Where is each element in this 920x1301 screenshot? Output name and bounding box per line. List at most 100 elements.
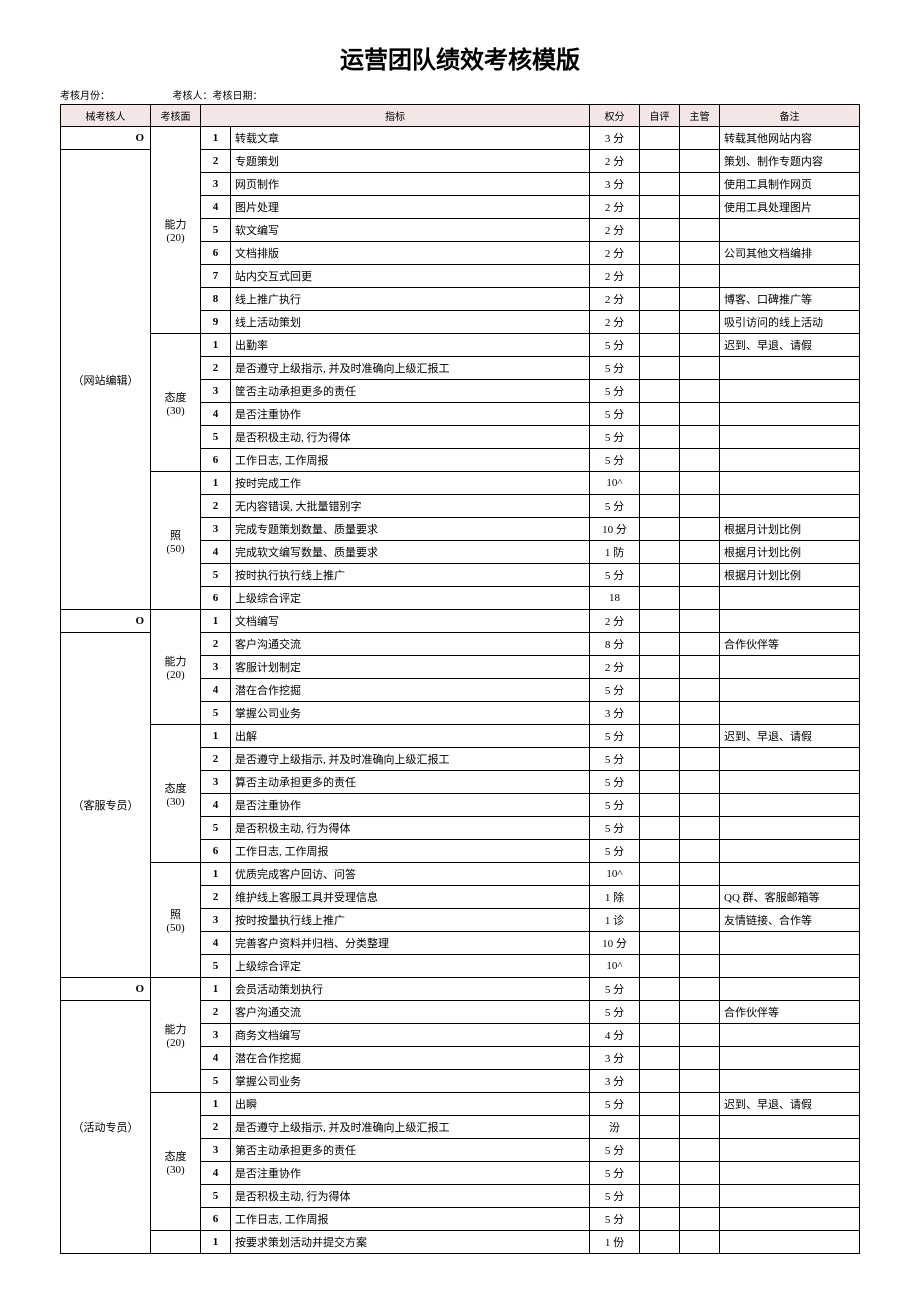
super-score[interactable] [680,357,720,380]
self-score[interactable] [640,1231,680,1254]
self-score[interactable] [640,518,680,541]
self-score[interactable] [640,1001,680,1024]
self-score[interactable] [640,564,680,587]
super-score[interactable] [680,150,720,173]
super-score[interactable] [680,564,720,587]
super-score[interactable] [680,725,720,748]
super-score[interactable] [680,1116,720,1139]
self-score[interactable] [640,1024,680,1047]
self-score[interactable] [640,725,680,748]
self-score[interactable] [640,817,680,840]
self-score[interactable] [640,656,680,679]
super-score[interactable] [680,265,720,288]
super-score[interactable] [680,173,720,196]
self-score[interactable] [640,1070,680,1093]
self-score[interactable] [640,449,680,472]
self-score[interactable] [640,472,680,495]
self-score[interactable] [640,173,680,196]
self-score[interactable] [640,1208,680,1231]
super-score[interactable] [680,679,720,702]
super-score[interactable] [680,1001,720,1024]
self-score[interactable] [640,127,680,150]
self-score[interactable] [640,288,680,311]
super-score[interactable] [680,610,720,633]
self-score[interactable] [640,748,680,771]
self-score[interactable] [640,1139,680,1162]
self-score[interactable] [640,840,680,863]
super-score[interactable] [680,449,720,472]
super-score[interactable] [680,518,720,541]
super-score[interactable] [680,403,720,426]
super-score[interactable] [680,1093,720,1116]
super-score[interactable] [680,1139,720,1162]
super-score[interactable] [680,196,720,219]
super-score[interactable] [680,495,720,518]
super-score[interactable] [680,1024,720,1047]
super-score[interactable] [680,702,720,725]
super-score[interactable] [680,587,720,610]
super-score[interactable] [680,909,720,932]
super-score[interactable] [680,1231,720,1254]
super-score[interactable] [680,334,720,357]
self-score[interactable] [640,633,680,656]
super-score[interactable] [680,1047,720,1070]
weight-value: 5 分 [590,748,640,771]
self-score[interactable] [640,863,680,886]
super-score[interactable] [680,127,720,150]
super-score[interactable] [680,219,720,242]
super-score[interactable] [680,748,720,771]
super-score[interactable] [680,1162,720,1185]
super-score[interactable] [680,1208,720,1231]
super-score[interactable] [680,472,720,495]
super-score[interactable] [680,817,720,840]
super-score[interactable] [680,633,720,656]
super-score[interactable] [680,863,720,886]
self-score[interactable] [640,196,680,219]
super-score[interactable] [680,955,720,978]
self-score[interactable] [640,909,680,932]
self-score[interactable] [640,1047,680,1070]
super-score[interactable] [680,886,720,909]
self-score[interactable] [640,311,680,334]
self-score[interactable] [640,1162,680,1185]
self-score[interactable] [640,426,680,449]
super-score[interactable] [680,978,720,1001]
self-score[interactable] [640,242,680,265]
self-score[interactable] [640,403,680,426]
self-score[interactable] [640,886,680,909]
self-score[interactable] [640,679,680,702]
super-score[interactable] [680,541,720,564]
indicator-text: 专题策划 [231,150,590,173]
self-score[interactable] [640,932,680,955]
self-score[interactable] [640,1093,680,1116]
super-score[interactable] [680,771,720,794]
self-score[interactable] [640,978,680,1001]
self-score[interactable] [640,794,680,817]
self-score[interactable] [640,219,680,242]
super-score[interactable] [680,380,720,403]
super-score[interactable] [680,288,720,311]
super-score[interactable] [680,1185,720,1208]
self-score[interactable] [640,150,680,173]
super-score[interactable] [680,656,720,679]
self-score[interactable] [640,495,680,518]
self-score[interactable] [640,357,680,380]
super-score[interactable] [680,794,720,817]
super-score[interactable] [680,1070,720,1093]
self-score[interactable] [640,380,680,403]
super-score[interactable] [680,242,720,265]
self-score[interactable] [640,1116,680,1139]
self-score[interactable] [640,587,680,610]
self-score[interactable] [640,265,680,288]
self-score[interactable] [640,771,680,794]
self-score[interactable] [640,610,680,633]
super-score[interactable] [680,311,720,334]
super-score[interactable] [680,932,720,955]
self-score[interactable] [640,955,680,978]
super-score[interactable] [680,840,720,863]
self-score[interactable] [640,334,680,357]
super-score[interactable] [680,426,720,449]
self-score[interactable] [640,1185,680,1208]
self-score[interactable] [640,702,680,725]
self-score[interactable] [640,541,680,564]
